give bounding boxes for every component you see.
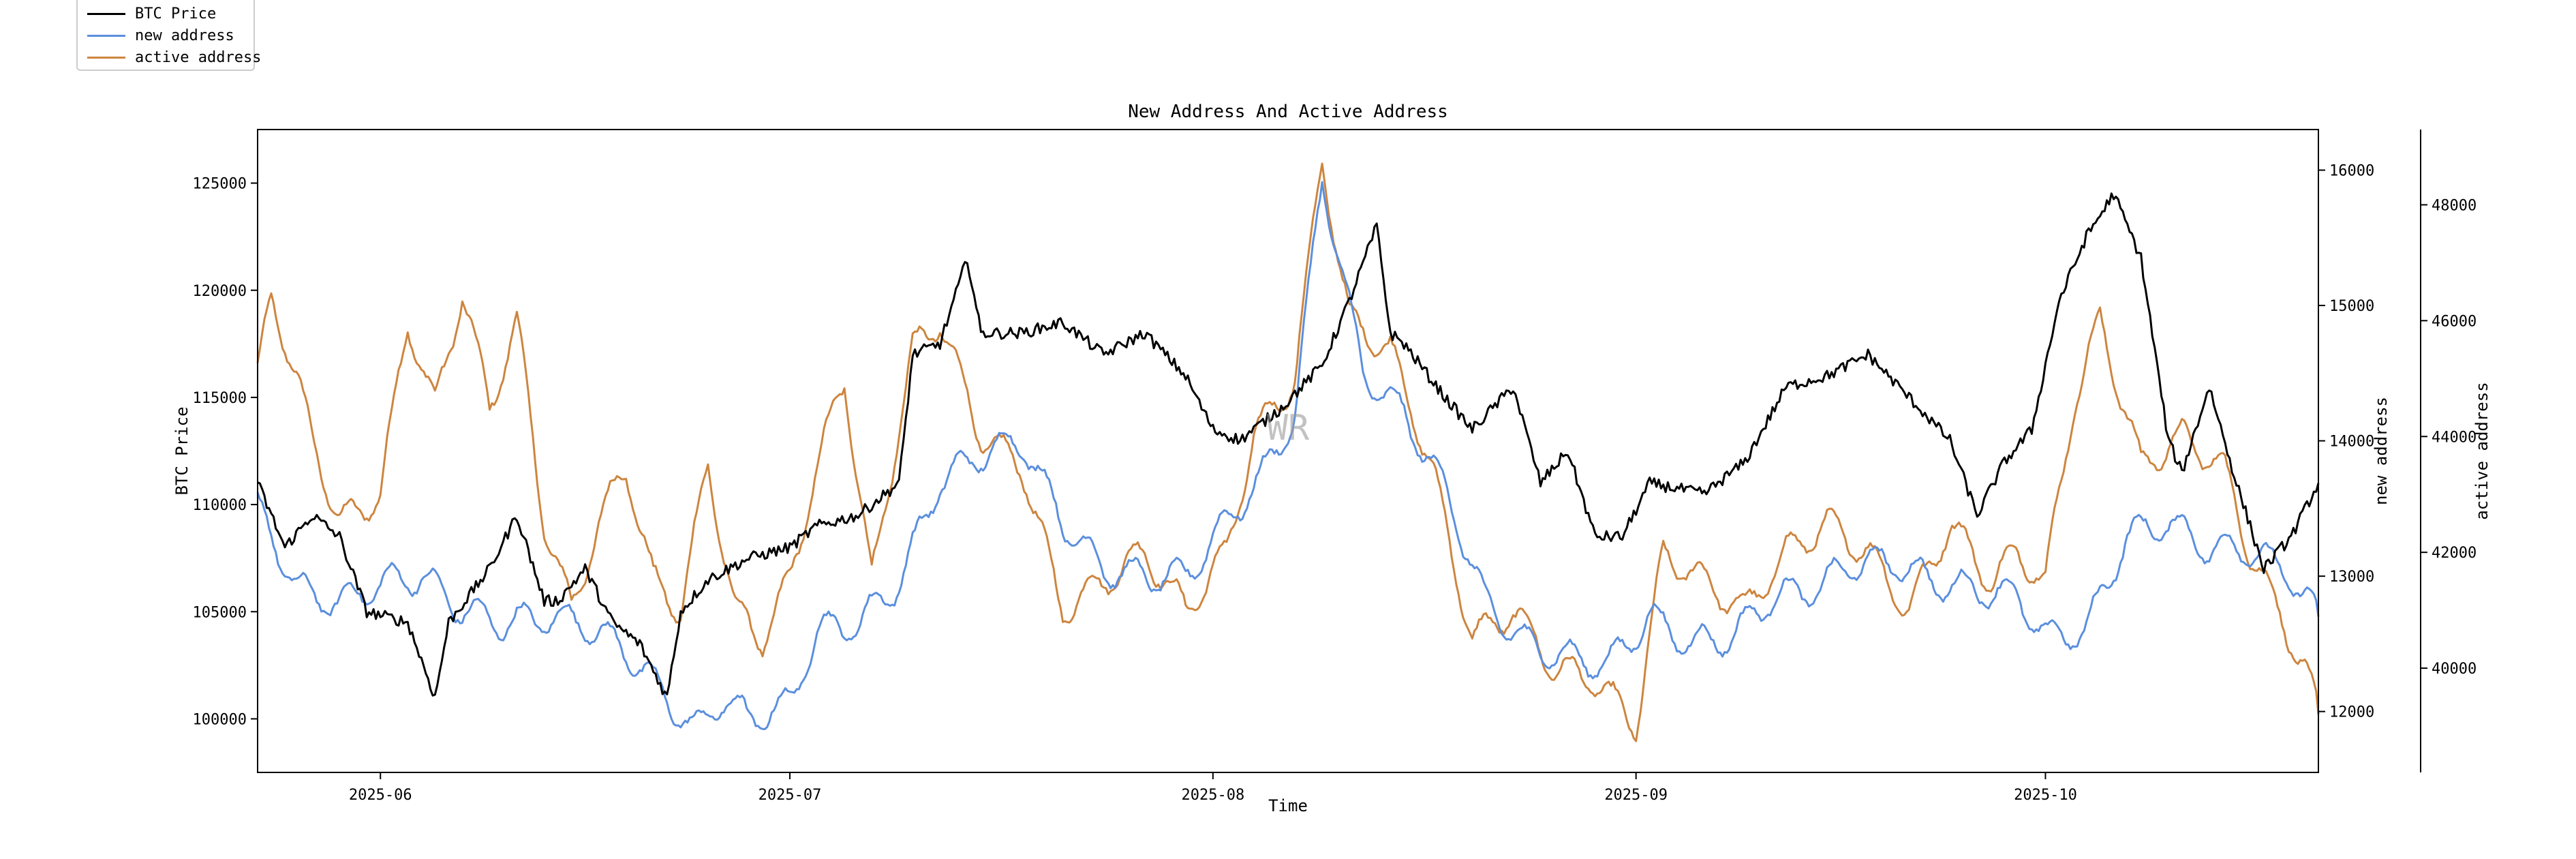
x-tick-label: 2025-07 [758, 787, 822, 804]
outer-tick-label: 44000 [2432, 429, 2477, 446]
left-tick-label: 125000 [193, 176, 247, 193]
right-tick-label: 13000 [2329, 569, 2374, 586]
left-tick-label: 120000 [193, 283, 247, 300]
outer-tick-label: 40000 [2432, 661, 2477, 678]
series-line-active-address [256, 162, 2320, 742]
right-axis-label: new address [2372, 397, 2391, 505]
right-tick-label: 12000 [2329, 704, 2374, 721]
legend-swatch-new-address [87, 34, 125, 37]
outer-tick-label: 42000 [2432, 545, 2477, 562]
legend-item-active-address: active address [87, 46, 261, 68]
left-tick-label: 115000 [193, 390, 247, 407]
right-tick-label: 16000 [2329, 163, 2374, 180]
right-tick-label: 15000 [2329, 298, 2374, 315]
plot-lines [256, 162, 2320, 742]
legend-item-btc-price: BTC Price [87, 3, 216, 25]
plot-frame [257, 129, 2319, 773]
legend-item-new-address: new address [87, 25, 234, 46]
outer-axis-label: active address [2472, 382, 2491, 519]
chart-title: New Address And Active Address [1128, 102, 1448, 122]
watermark: WR [1267, 408, 1310, 449]
left-tick-label: 105000 [193, 604, 247, 621]
legend-label-active-address: active address [135, 48, 262, 66]
series-line-btc-price [257, 192, 2320, 697]
legend-swatch-btc-price [87, 12, 125, 15]
x-axis-label: Time [1268, 796, 1308, 815]
right-tick-label: 14000 [2329, 434, 2374, 451]
outer-tick-label: 48000 [2432, 197, 2477, 214]
left-tick-label: 110000 [193, 497, 247, 514]
left-tick-label: 100000 [193, 711, 247, 728]
left-axis-label: BTC Price [172, 406, 191, 495]
x-tick-label: 2025-09 [1604, 787, 1668, 804]
series-line-new-address [256, 181, 2320, 730]
legend-label-new-address: new address [135, 27, 234, 44]
outer-tick-label: 46000 [2432, 313, 2477, 330]
legend-label-btc-price: BTC Price [135, 5, 217, 22]
x-tick-label: 2025-06 [349, 787, 412, 804]
x-tick-label: 2025-08 [1181, 787, 1244, 804]
x-tick-label: 2025-10 [2014, 787, 2077, 804]
axis-ticks: 2025-06 2025-07 2025-08 2025-09 2025-10 10000… [193, 130, 2477, 804]
legend: BTC Price new address active address [76, 0, 261, 71]
legend-swatch-active-address [87, 56, 125, 59]
